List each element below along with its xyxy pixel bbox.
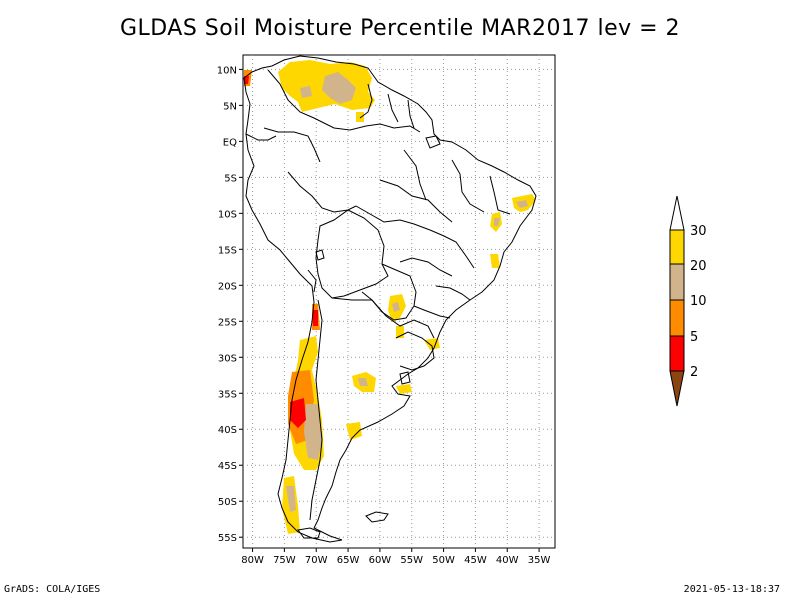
shade-venezuela-tan <box>322 72 356 104</box>
lat-tick-label: 25S <box>218 317 237 328</box>
border-guyana-suriname <box>387 93 399 123</box>
lon-tick-label: 75W <box>273 555 296 566</box>
shade-venezuela-tan-2 <box>300 86 312 98</box>
border-brazil-inner <box>429 229 475 269</box>
footer-credit: GrADS: COLA/IGES <box>4 584 101 595</box>
border-ecuador-peru <box>245 133 277 141</box>
border-colombia-brazil-peru <box>263 127 321 163</box>
lat-tick-label: 5N <box>223 101 237 112</box>
tierra-del-fuego <box>297 527 321 539</box>
lon-tick-label: 70W <box>305 555 328 566</box>
marajo-island <box>425 135 441 149</box>
border-argentina-chile <box>309 299 323 521</box>
legend-swatch-20-30 <box>669 229 685 265</box>
continent-outline <box>243 55 537 543</box>
shade-chile-south-tan <box>286 486 296 512</box>
border-suriname-fguiana <box>407 99 415 129</box>
map-frame <box>242 54 556 549</box>
longitude-labels: 80W 75W 70W 65W 60W 55W 50W 45W 40W 35W <box>241 548 550 566</box>
soil-moisture-shading <box>244 60 536 534</box>
lat-tick-label: 45S <box>218 461 237 472</box>
lake-titicaca <box>315 249 325 261</box>
shade-patagonia-yellow <box>346 422 362 440</box>
page-title: GLDAS Soil Moisture Percentile MAR2017 l… <box>119 16 681 41</box>
border-peru-chile <box>307 269 317 293</box>
shade-argentina-tan <box>358 378 368 386</box>
shade-guyana-yellow <box>356 112 364 122</box>
legend-label-30: 30 <box>690 224 707 239</box>
latitude-labels: 10N 5N EQ 5S 10S 15S 20S 25S 30S 35S 40S 45S 50S 55S <box>217 65 243 544</box>
lon-tick-label: 55W <box>400 555 423 566</box>
border-peru-brazil <box>287 171 357 213</box>
lon-tick-label: 40W <box>496 555 519 566</box>
legend: 30 20 10 5 2 <box>669 195 707 407</box>
shade-colombia-red <box>244 76 249 84</box>
lat-tick-label: 20S <box>218 281 237 292</box>
border-colombia-venezuela <box>267 69 335 129</box>
shade-buenos-aires-yellow <box>396 384 412 394</box>
legend-label-10: 10 <box>690 294 707 309</box>
shade-chile-central-red <box>290 398 306 428</box>
border-brazil-inner-7 <box>399 257 453 277</box>
border-brazil-inner-2 <box>451 159 485 213</box>
shade-chile-north-red <box>313 310 318 326</box>
legend-bottom-arrow <box>669 370 685 407</box>
legend-swatch-10-20 <box>669 263 685 301</box>
border-argentina-north <box>331 297 435 339</box>
legend-swatch-2-5 <box>669 335 685 372</box>
legend-swatch-5-10 <box>669 299 685 337</box>
lat-tick-label: 40S <box>218 425 237 436</box>
lat-tick-label: 35S <box>218 389 237 400</box>
lat-tick-label: EQ <box>223 137 237 148</box>
country-borders <box>243 55 537 543</box>
border-brazil-north <box>333 123 421 133</box>
lon-tick-label: 50W <box>432 555 455 566</box>
lat-tick-label: 10S <box>218 209 237 220</box>
border-brazil-inner-4 <box>355 205 431 231</box>
lat-tick-label: 5S <box>224 173 237 184</box>
shade-ne-brazil-tan-2 <box>494 218 500 226</box>
lat-tick-label: 10N <box>217 65 237 76</box>
shade-uruguay-yellow <box>424 338 440 350</box>
legend-label-2: 2 <box>690 365 698 380</box>
shade-andes-tan <box>304 404 322 460</box>
lon-tick-label: 65W <box>337 555 360 566</box>
lon-tick-label: 35W <box>528 555 551 566</box>
border-brazil-inner-6 <box>489 175 511 215</box>
legend-label-5: 5 <box>690 330 698 345</box>
lat-tick-label: 30S <box>218 353 237 364</box>
border-bolivia <box>315 209 389 299</box>
shade-paraguay-tan <box>392 302 400 312</box>
border-uruguay <box>395 331 435 371</box>
falklands <box>365 511 389 523</box>
lagoa-dos-patos <box>399 371 411 385</box>
border-brazil-inner-3 <box>379 179 453 223</box>
lat-tick-label: 15S <box>218 245 237 256</box>
lon-tick-label: 60W <box>369 555 392 566</box>
border-brazil-inner-8 <box>435 285 471 301</box>
border-brazil-inner-5 <box>403 149 427 201</box>
lon-tick-label: 80W <box>241 555 264 566</box>
footer-timestamp: 2021-05-13-18:37 <box>683 584 780 595</box>
border-brazil-south <box>413 305 451 319</box>
legend-label-20: 20 <box>690 259 707 274</box>
lat-tick-label: 50S <box>218 497 237 508</box>
shade-ne-brazil-tan <box>516 200 528 208</box>
lat-tick-label: 55S <box>218 533 237 544</box>
lon-tick-label: 45W <box>464 555 487 566</box>
border-venezuela-guyana <box>359 83 373 119</box>
shade-e-brazil-yellow <box>490 254 500 268</box>
legend-top-arrow <box>669 195 685 231</box>
